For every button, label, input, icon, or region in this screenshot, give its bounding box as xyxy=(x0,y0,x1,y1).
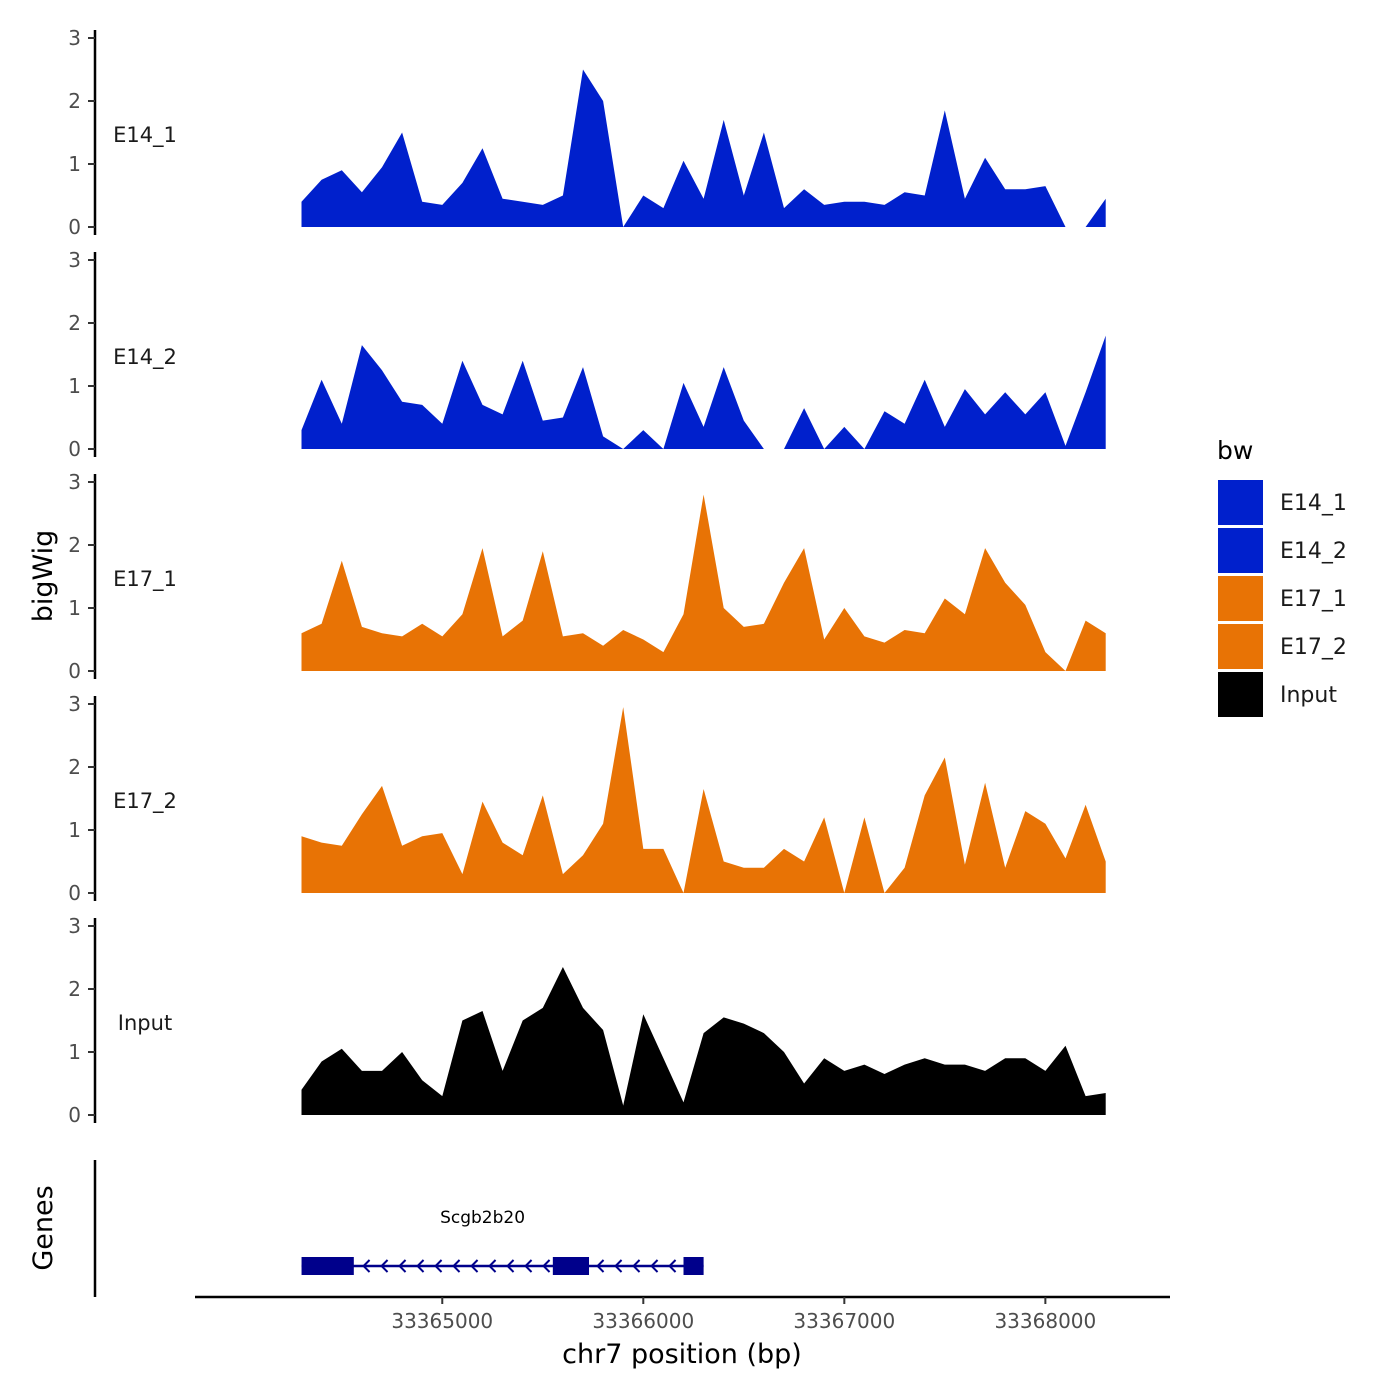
strand-arrow xyxy=(380,1259,389,1273)
y-tick-label: 2 xyxy=(68,311,81,335)
gene-exon xyxy=(301,1257,354,1275)
y-tick-label: 1 xyxy=(68,152,81,176)
track-label: E17_1 xyxy=(113,567,177,592)
gene-track-title: Genes xyxy=(28,1185,59,1270)
track-Input: 0 1 2 3 Input xyxy=(68,914,1106,1127)
legend-label-E17_1: E17_1 xyxy=(1280,587,1347,612)
signal-area-E17_2 xyxy=(301,707,1106,893)
track-label: E14_1 xyxy=(113,123,177,148)
signal-area-E14_2 xyxy=(301,335,1106,449)
track-label: E14_2 xyxy=(113,345,177,370)
legend-title: bw xyxy=(1217,436,1253,465)
y-tick-label: 3 xyxy=(68,470,81,494)
y-tick-label: 0 xyxy=(68,215,81,239)
y-tick-label: 0 xyxy=(68,1103,81,1127)
strand-arrow xyxy=(434,1259,443,1273)
strand-arrow xyxy=(650,1259,659,1273)
strand-arrow xyxy=(614,1259,623,1273)
gene-name-label: Scgb2b20 xyxy=(440,1208,525,1228)
y-tick-label: 1 xyxy=(68,596,81,620)
strand-arrow xyxy=(452,1259,461,1273)
strand-arrow xyxy=(416,1259,425,1273)
strand-arrow xyxy=(524,1259,533,1273)
legend-label-E17_2: E17_2 xyxy=(1280,635,1347,660)
y-tick-label: 2 xyxy=(68,89,81,113)
y-tick-label: 0 xyxy=(68,437,81,461)
y-tick-label: 0 xyxy=(68,659,81,683)
legend-label-Input: Input xyxy=(1280,683,1337,708)
strand-arrow xyxy=(668,1259,677,1273)
legend-swatch-E14_1 xyxy=(1218,480,1263,525)
y-tick-label: 3 xyxy=(68,692,81,716)
y-tick-label: 0 xyxy=(68,881,81,905)
x-tick-label: 33368000 xyxy=(994,1309,1096,1333)
y-tick-label: 1 xyxy=(68,374,81,398)
strand-arrow xyxy=(488,1259,497,1273)
legend-swatch-E17_2 xyxy=(1218,624,1263,669)
legend: bw E14_1 E14_2 E17_1 E17_2 Input xyxy=(1217,436,1347,717)
y-axis-title: bigWig xyxy=(28,530,59,623)
track-label: E17_2 xyxy=(113,789,177,814)
y-tick-label: 2 xyxy=(68,755,81,779)
gene-exon xyxy=(683,1257,704,1275)
strand-arrow xyxy=(506,1259,515,1273)
legend-swatch-Input xyxy=(1218,672,1263,717)
y-tick-label: 1 xyxy=(68,1040,81,1064)
signal-tracks: 0 1 2 3 E14_1 0 1 2 3 E14_2 0 1 2 3 E17_1 0 1 2 3 E17_2 0 1 2 3… xyxy=(68,26,1106,1127)
legend-label-E14_1: E14_1 xyxy=(1280,491,1347,516)
x-tick-label: 33367000 xyxy=(793,1309,895,1333)
y-tick-label: 2 xyxy=(68,533,81,557)
legend-swatch-E17_1 xyxy=(1218,576,1263,621)
legend-swatch-E14_2 xyxy=(1218,528,1263,573)
gene-exon xyxy=(552,1257,590,1275)
y-tick-label: 1 xyxy=(68,818,81,842)
signal-area-E14_1 xyxy=(301,69,1106,227)
strand-arrow xyxy=(632,1259,641,1273)
x-axis: 33365000 33366000 33367000 33368000 xyxy=(195,1295,1170,1333)
y-tick-label: 3 xyxy=(68,248,81,272)
gene-track: Scgb2b20 xyxy=(93,1160,704,1297)
y-tick-label: 3 xyxy=(68,914,81,938)
track-E14_1: 0 1 2 3 E14_1 xyxy=(68,26,1106,239)
strand-arrow xyxy=(398,1259,407,1273)
signal-area-E17_1 xyxy=(301,494,1106,671)
legend-label-E14_2: E14_2 xyxy=(1280,539,1347,564)
strand-arrow xyxy=(470,1259,479,1273)
strand-arrow xyxy=(542,1259,551,1273)
x-axis-title: chr7 position (bp) xyxy=(562,1339,802,1370)
track-E17_1: 0 1 2 3 E17_1 xyxy=(68,470,1106,683)
strand-arrow xyxy=(362,1259,371,1273)
y-tick-label: 2 xyxy=(68,977,81,1001)
signal-area-Input xyxy=(301,967,1106,1115)
track-label: Input xyxy=(118,1011,172,1035)
x-tick-label: 33366000 xyxy=(592,1309,694,1333)
track-E14_2: 0 1 2 3 E14_2 xyxy=(68,248,1106,461)
strand-arrow xyxy=(596,1259,605,1273)
track-E17_2: 0 1 2 3 E17_2 xyxy=(68,692,1106,905)
x-tick-label: 33365000 xyxy=(391,1309,493,1333)
y-tick-label: 3 xyxy=(68,26,81,50)
